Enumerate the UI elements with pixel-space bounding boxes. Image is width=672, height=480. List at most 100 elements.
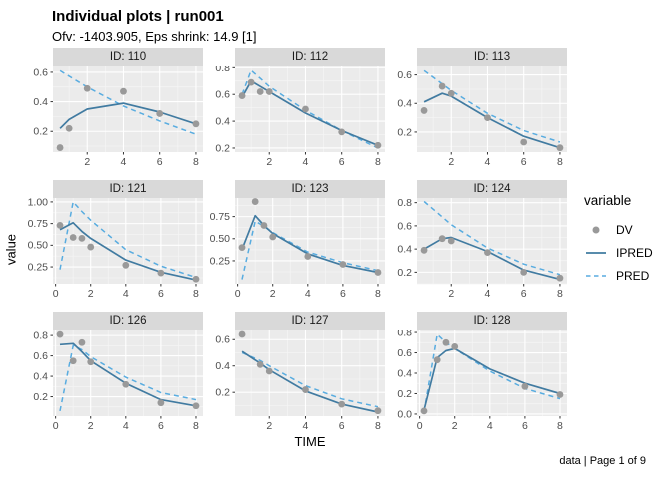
facet-panel: 0.2 0.4 0.6 0.8 0 2 4 6 8 <box>33 330 203 432</box>
x-tick-label: 8 <box>193 156 199 168</box>
legend-label-pred: PRED <box>616 268 650 283</box>
facet-strip: ID: 113 <box>417 48 567 66</box>
x-tick-label: 6 <box>339 156 345 168</box>
x-tick-label: 6 <box>521 288 527 300</box>
page-title: Individual plots | run001 <box>52 8 224 25</box>
dv-points <box>238 78 382 149</box>
x-tick-label: 0 <box>53 420 59 432</box>
facet-panel: 0.2 0.4 0.6 0.8 2 4 6 8 <box>397 198 567 300</box>
facet-strip: ID: 128 <box>417 312 567 330</box>
legend-title: variable <box>584 193 632 208</box>
pred-line <box>59 69 197 135</box>
y-tick-label: 0.4 <box>33 96 48 108</box>
facet-124: ID: 124 0.2 0.4 0.6 0.8 2 4 6 8 <box>385 180 567 301</box>
y-tick-label: 0.6 <box>397 69 412 81</box>
x-axis-label: TIME <box>294 434 326 449</box>
y-tick-label: 0.4 <box>397 244 412 256</box>
pred-line <box>59 200 197 279</box>
facet-126: ID: 126 0.2 0.4 0.6 0.8 0 2 4 6 8 <box>21 312 203 433</box>
y-tick-label: 0.6 <box>215 334 230 346</box>
x-tick-label: 0 <box>235 288 241 300</box>
y-tick-label: 0.2 <box>397 126 412 138</box>
x-tick-label: 4 <box>303 156 309 168</box>
x-tick-label: 4 <box>485 288 491 300</box>
dv-points <box>238 330 382 415</box>
y-tick-label: 0.2 <box>215 142 230 154</box>
y-tick-label: 0.25 <box>210 255 231 267</box>
y-tick-label: 0.50 <box>210 233 231 245</box>
x-tick-label: 8 <box>557 156 563 168</box>
legend-item-ipred: IPRED <box>584 241 653 264</box>
facet-strip: ID: 123 <box>235 180 385 198</box>
x-tick-label: 0 <box>53 288 59 300</box>
facet-panel: 0.25 0.50 0.75 1.00 0 2 4 6 8 <box>28 198 203 300</box>
x-tick-label: 4 <box>123 288 129 300</box>
y-tick-label: 0.0 <box>397 408 412 420</box>
x-tick-label: 4 <box>485 156 491 168</box>
y-tick-label: 0.4 <box>397 98 412 110</box>
x-tick-label: 2 <box>88 288 94 300</box>
page-subtitle: Ofv: -1403.905, Eps shrink: 14.9 [1] <box>52 29 257 44</box>
ipred-line <box>423 236 561 281</box>
facet-panel: 0.0 0.2 0.4 0.6 0.8 0 2 4 6 8 <box>397 330 567 432</box>
pred-line <box>59 344 197 412</box>
facet-panel: 0.2 0.4 0.6 2 4 6 8 <box>397 66 567 168</box>
facet-grid: ID: 110 0.2 0.4 0.6 2 4 6 8 ID: 112 0.2 0.4 0.6 0.8 2… <box>21 48 567 433</box>
solid-line-icon <box>584 244 608 262</box>
ipred-line <box>423 92 561 149</box>
dv-points <box>56 221 200 283</box>
x-tick-label: 6 <box>339 420 345 432</box>
y-tick-label: 0.8 <box>397 198 412 209</box>
facet-row: ID: 121 0.25 0.50 0.75 1.00 0 2 4 6 8 ID: 123 0.25 0… <box>21 180 567 301</box>
y-tick-label: 0.4 <box>215 360 230 372</box>
facet-121: ID: 121 0.25 0.50 0.75 1.00 0 2 4 6 8 <box>21 180 203 301</box>
y-tick-label: 0.6 <box>33 350 48 362</box>
y-tick-label: 0.2 <box>215 387 230 399</box>
y-axis-label: value <box>3 233 19 266</box>
y-tick-label: 0.4 <box>215 115 230 127</box>
x-tick-label: 2 <box>88 420 94 432</box>
x-tick-label: 2 <box>448 288 454 300</box>
x-tick-label: 4 <box>123 420 129 432</box>
y-tick-label: 0.6 <box>215 89 230 101</box>
facet-113: ID: 113 0.2 0.4 0.6 2 4 6 8 <box>385 48 567 169</box>
x-tick-label: 8 <box>193 420 199 432</box>
y-tick-label: 0.25 <box>28 261 49 273</box>
y-tick-label: 0.2 <box>33 391 48 403</box>
page-caption: data | Page 1 of 9 <box>559 455 646 467</box>
facet-110: ID: 110 0.2 0.4 0.6 2 4 6 8 <box>21 48 203 169</box>
facet-128: ID: 128 0.0 0.2 0.4 0.6 0.8 0 2 4 6 8 <box>385 312 567 433</box>
dv-points <box>420 235 564 282</box>
facet-strip: ID: 121 <box>53 180 203 198</box>
legend-label-ipred: IPRED <box>616 245 653 260</box>
dashed-line-icon <box>584 267 608 285</box>
y-tick-label: 0.50 <box>28 240 49 252</box>
facet-strip: ID: 126 <box>53 312 203 330</box>
y-tick-label: 0.8 <box>33 330 48 342</box>
x-tick-label: 6 <box>158 420 164 432</box>
dv-points <box>238 198 382 276</box>
facet-strip: ID: 112 <box>235 48 385 66</box>
x-tick-label: 8 <box>375 420 381 432</box>
x-tick-label: 8 <box>557 420 563 432</box>
legend: variable DV IPRED PRED <box>584 193 653 287</box>
dv-point-icon <box>584 221 608 239</box>
y-tick-label: 0.8 <box>397 330 412 338</box>
y-tick-label: 0.6 <box>397 347 412 359</box>
facet-strip: ID: 124 <box>417 180 567 198</box>
y-tick-label: 0.75 <box>210 211 231 223</box>
facet-panel: 0.25 0.50 0.75 0 2 4 6 8 <box>210 198 385 300</box>
facet-127: ID: 127 0.2 0.4 0.6 2 4 6 8 <box>203 312 385 433</box>
dv-points <box>420 82 564 152</box>
y-tick-label: 1.00 <box>28 198 49 208</box>
y-tick-label: 0.6 <box>397 220 412 232</box>
facet-112: ID: 112 0.2 0.4 0.6 0.8 2 4 6 8 <box>203 48 385 169</box>
facet-row: ID: 126 0.2 0.4 0.6 0.8 0 2 4 6 8 ID: 127 0.2 0.4 0.6… <box>21 312 567 433</box>
y-tick-label: 0.4 <box>397 367 412 379</box>
legend-label-dv: DV <box>616 222 633 237</box>
facet-panel: 0.2 0.4 0.6 0.8 2 4 6 8 <box>215 66 385 168</box>
y-tick-label: 0.2 <box>33 126 48 138</box>
facet-panel: 0.2 0.4 0.6 2 4 6 8 <box>33 66 203 168</box>
x-tick-label: 6 <box>157 156 163 168</box>
x-tick-label: 4 <box>305 288 311 300</box>
